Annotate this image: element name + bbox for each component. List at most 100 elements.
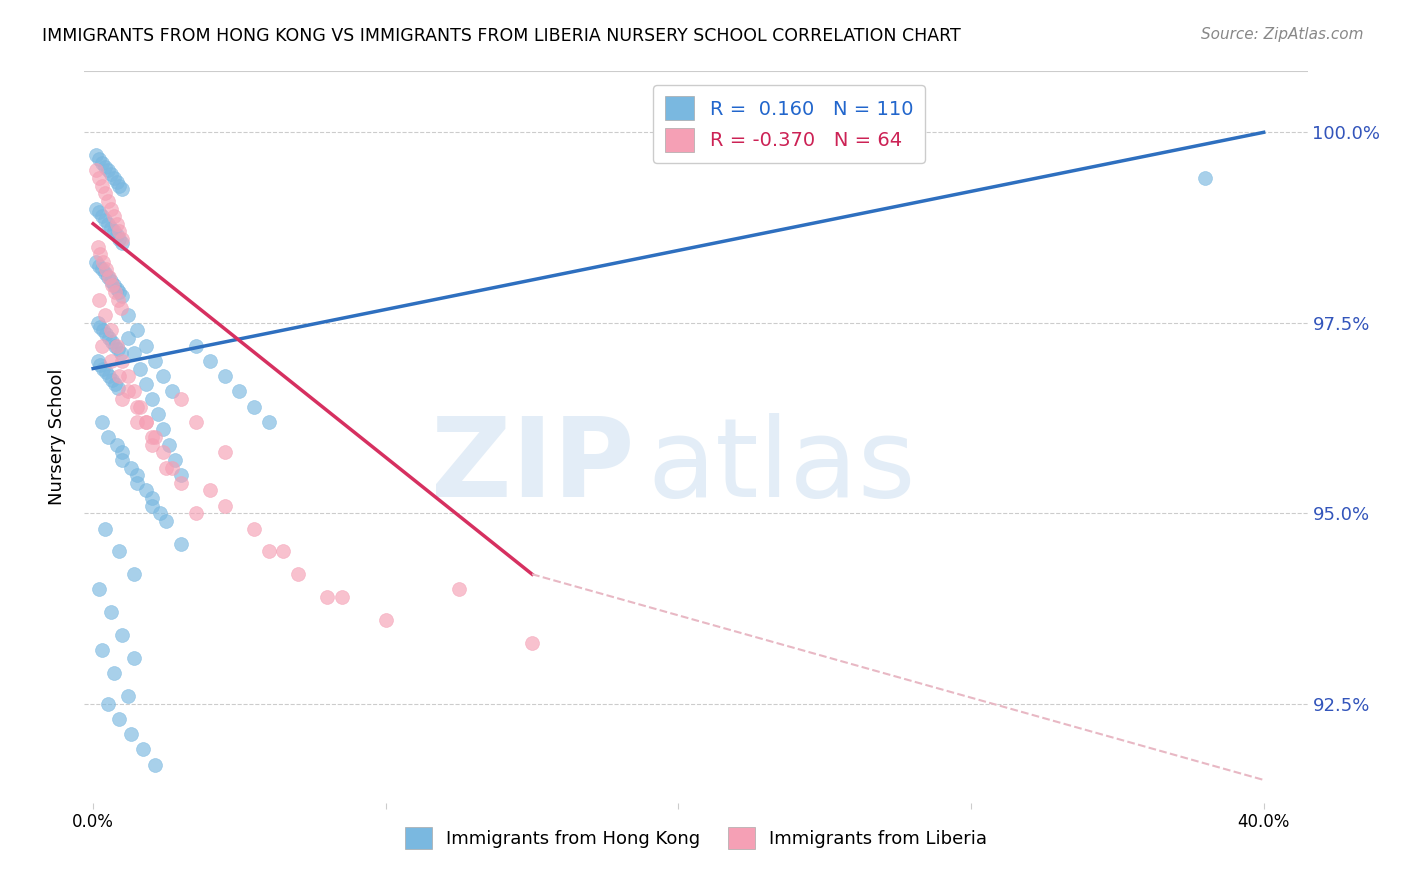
Point [447,582,470,597]
Point [108,178,131,193]
Point [97,194,120,208]
Point [96,262,118,277]
Point [87,171,110,186]
Point [90,415,112,429]
Point [107,293,129,307]
Point [105,217,128,231]
Point [143,354,166,368]
Point [122,567,145,582]
Point [111,628,134,642]
Point [122,384,145,399]
Point [170,475,193,490]
Point [198,354,221,368]
Point [107,380,129,394]
Point [94,186,117,201]
Point [141,438,163,452]
Point [94,160,117,174]
Point [111,392,134,406]
Point [228,384,250,399]
Point [84,255,107,269]
Point [143,757,166,772]
Point [141,392,163,406]
Point [105,228,128,243]
Point [94,213,117,227]
Point [89,358,111,372]
Point [125,415,148,429]
Point [84,202,107,216]
Point [94,266,117,280]
Point [132,742,155,756]
Point [110,301,132,315]
Point [87,259,110,273]
Point [141,491,163,505]
Point [135,376,157,391]
Point [170,537,193,551]
Point [141,430,163,444]
Point [108,369,131,384]
Point [257,415,280,429]
Point [257,544,280,558]
Point [152,422,174,436]
Point [103,277,125,292]
Point [111,354,134,368]
Point [103,224,125,238]
Point [135,415,157,429]
Point [86,239,108,253]
Point [96,327,118,342]
Point [97,270,120,285]
Point [125,475,148,490]
Point [103,209,125,223]
Point [93,361,115,376]
Point [90,155,112,169]
Point [111,182,134,196]
Point [125,468,148,483]
Point [129,400,152,414]
Point [111,453,134,467]
Point [100,274,122,288]
Text: atlas: atlas [647,413,915,520]
Point [129,361,152,376]
Point [184,506,207,520]
Point [87,582,110,597]
Point [90,262,112,277]
Point [117,384,139,399]
Point [97,217,120,231]
Point [160,384,183,399]
Point [90,338,112,352]
Point [101,373,124,387]
Point [111,289,134,303]
Point [214,445,236,459]
Point [89,319,111,334]
Point [117,369,139,384]
Point [316,590,339,604]
Point [100,220,122,235]
Point [146,407,169,421]
Point [87,205,110,219]
Point [184,415,207,429]
Point [143,430,166,444]
Point [184,338,207,352]
Point [135,338,157,352]
Point [104,376,127,391]
Legend: Immigrants from Hong Kong, Immigrants from Liberia: Immigrants from Hong Kong, Immigrants fr… [398,820,994,856]
Point [243,400,266,414]
Point [100,354,122,368]
Point [105,281,128,295]
Point [141,499,163,513]
Point [87,293,110,307]
Point [170,468,193,483]
Point [94,522,117,536]
Point [100,605,122,619]
Point [111,235,134,250]
Point [103,666,125,681]
Point [107,343,129,357]
Point [120,727,142,741]
Point [110,346,132,360]
Point [94,308,117,322]
Point [97,430,120,444]
Point [111,232,134,246]
Point [125,400,148,414]
Point [87,152,110,166]
Point [149,506,172,520]
Point [104,285,127,300]
